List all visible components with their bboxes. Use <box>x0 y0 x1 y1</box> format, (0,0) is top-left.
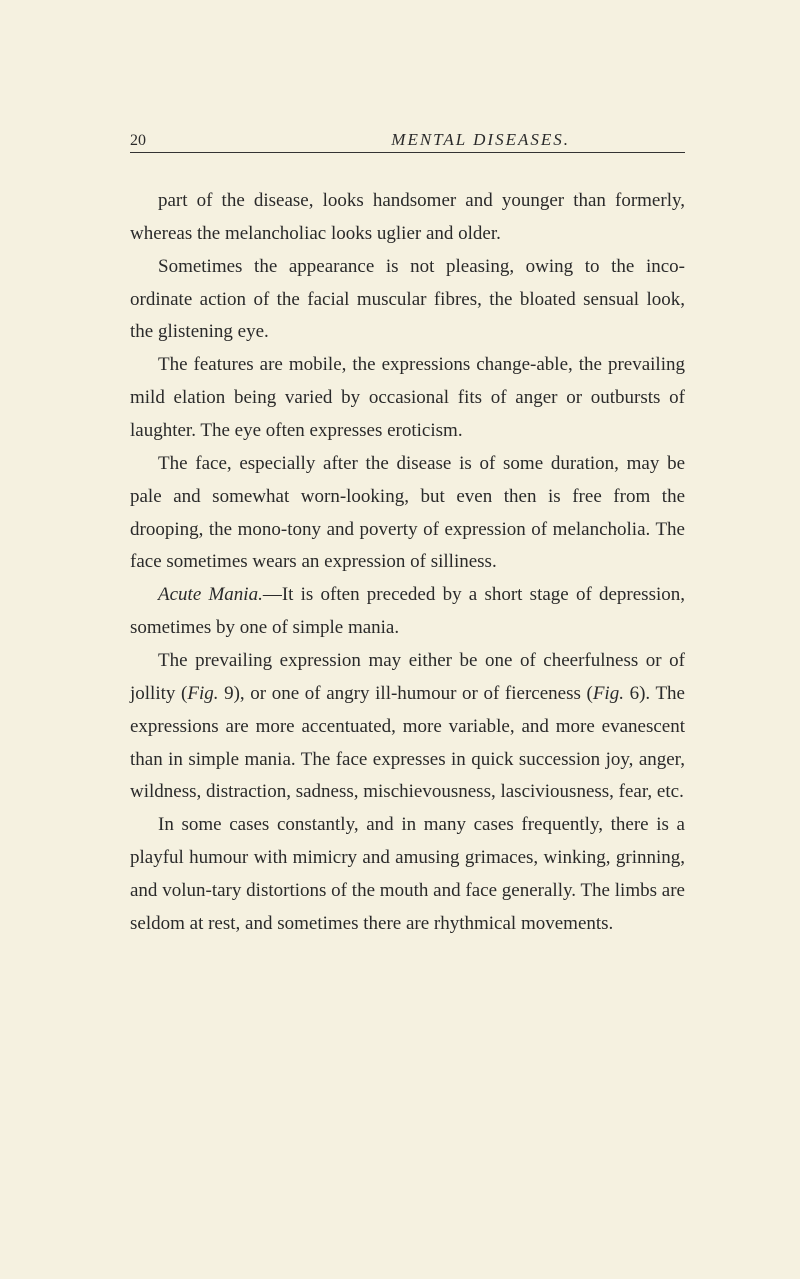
running-title: MENTAL DISEASES. <box>391 130 570 150</box>
paragraph-4: The face, especially after the disease i… <box>130 448 685 579</box>
page-header: 20 MENTAL DISEASES. <box>130 130 685 153</box>
paragraph-6-b: 9), or one of angry ill-humour or of fie… <box>218 683 592 704</box>
page-container: 20 MENTAL DISEASES. part of the disease,… <box>0 0 800 1279</box>
fig-ref-1: Fig. <box>187 683 218 704</box>
body-text: part of the disease, looks handsomer and… <box>130 185 685 941</box>
section-heading-italic: Acute Mania. <box>158 584 263 605</box>
paragraph-1: part of the disease, looks handsomer and… <box>130 185 685 251</box>
page-number: 20 <box>130 132 146 150</box>
paragraph-7: In some cases constantly, and in many ca… <box>130 809 685 940</box>
fig-ref-2: Fig. <box>593 683 624 704</box>
paragraph-2: Sometimes the appearance is not pleasing… <box>130 251 685 350</box>
paragraph-5: Acute Mania.—It is often preceded by a s… <box>130 579 685 645</box>
paragraph-6: The prevailing expression may either be … <box>130 645 685 809</box>
paragraph-3: The features are mobile, the expressions… <box>130 349 685 448</box>
